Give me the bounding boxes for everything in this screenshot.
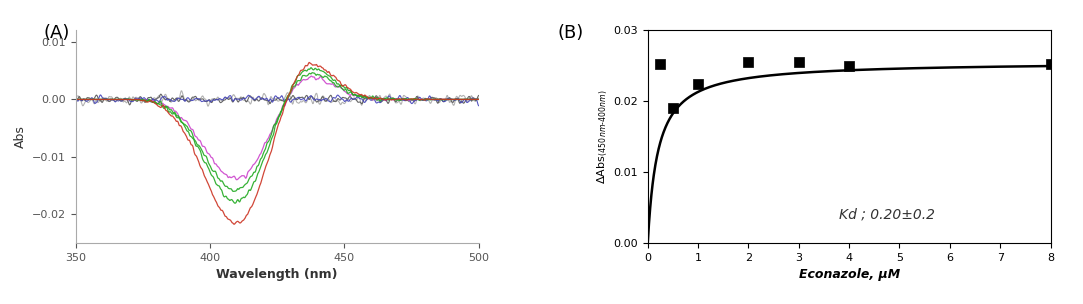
X-axis label: Wavelength (nm): Wavelength (nm) — [217, 268, 338, 282]
X-axis label: Econazole, μM: Econazole, μM — [798, 268, 900, 282]
Y-axis label: Abs: Abs — [13, 125, 26, 148]
Point — [664, 106, 681, 111]
Point — [840, 64, 858, 68]
Point — [690, 81, 707, 86]
Point — [1042, 61, 1059, 66]
Text: (A): (A) — [43, 24, 69, 42]
Text: Kd ; 0.20±0.2: Kd ; 0.20±0.2 — [839, 208, 935, 222]
Point — [791, 60, 808, 65]
Point — [740, 60, 757, 65]
Y-axis label: $\Delta$Abs$_{(450\,nm\text{-}400nm)}$: $\Delta$Abs$_{(450\,nm\text{-}400nm)}$ — [596, 90, 611, 184]
Point — [652, 61, 669, 66]
Text: (B): (B) — [558, 24, 584, 42]
